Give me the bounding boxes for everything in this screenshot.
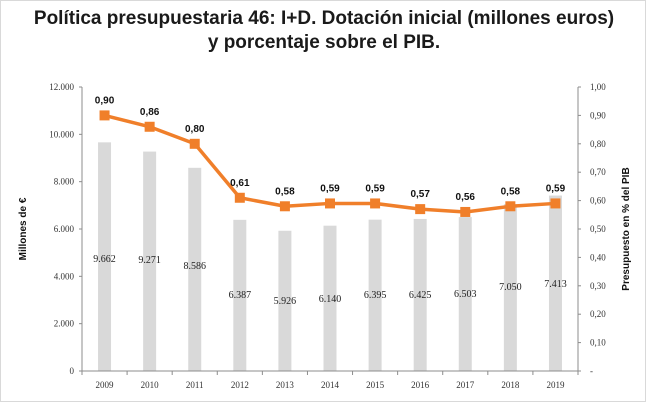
pib-percent-label-2016: 0,57 [410,189,430,200]
bar-2013 [278,230,292,371]
x-tick-label: 2012 [231,380,249,390]
y-axis-right-title: Presupuesto en % del PIB [621,167,632,290]
y-tick-left-label: 8.000 [54,177,75,187]
y-tick-right-label: 0,10 [590,338,606,348]
pib-percent-line [104,113,556,214]
pib-percent-marker-2014 [325,198,335,209]
y-tick-right-label: 0,90 [590,110,606,120]
pib-percent-marker-2012 [234,192,245,203]
pib-percent-label-2015: 0,59 [365,183,385,194]
y-tick-left-label: 4.000 [54,271,75,281]
y-tick-right-label: 0,60 [590,196,606,206]
y-tick-right-label: 0,30 [590,281,606,291]
y-tick-left-label: 6.000 [54,224,75,234]
pib-percent-label-2009: 0,90 [95,95,115,106]
x-tick-label: 2010 [141,380,160,390]
x-tick-label: 2013 [276,380,295,390]
bar-value-label-2014: 6.140 [319,294,342,305]
pib-percent-label-2019: 0,59 [546,183,566,194]
pib-percent-marker-2017 [460,206,471,217]
pib-percent-label-2011: 0,80 [185,124,205,135]
bars-layer [98,142,562,371]
y-tick-right-label: 0,40 [590,252,606,262]
x-tick-label: 2011 [186,380,204,390]
bar-value-label-2010: 9.271 [138,255,161,266]
pib-percent-marker-2015 [370,198,381,209]
bar-value-label-2017: 6.503 [454,289,477,300]
bar-value-label-2013: 5.926 [274,296,297,307]
bar-2018 [503,204,517,371]
pib-percent-label-2012: 0,61 [230,178,250,189]
bar-value-label-2012: 6.387 [229,290,252,301]
x-tick-label: 2015 [366,380,385,390]
pib-percent-marker-2010 [144,121,155,132]
pib-percent-marker-2009 [99,110,110,121]
y-tick-right-label: 0,50 [590,224,606,234]
chart-title-line-2: y porcentaje sobre el PIB. [207,32,441,53]
pib-percent-marker-2013 [279,201,290,212]
bar-2014 [323,225,337,371]
pib-percent-label-2018: 0,58 [501,186,521,197]
pib-percent-marker-2011 [189,138,200,149]
bar-2011 [188,167,202,371]
pib-percent-label-2013: 0,58 [275,186,295,197]
bar-2016 [413,218,427,371]
x-tick-label: 2018 [501,380,520,390]
pib-percent-marker-2016 [415,204,426,215]
y-tick-right-label: 0,80 [590,139,606,149]
pib-percent-label-2010: 0,86 [140,107,160,118]
axes-layer: 0 2.000 4.000 6.000 8.000 10.000 12.000 - 0,10 0,… [18,82,632,390]
x-tick-label: 2019 [546,380,565,390]
y-tick-right-label: 0,20 [590,309,606,319]
bar-value-label-2009: 9.662 [93,254,116,265]
y-tick-right-label: - [590,366,593,376]
y-axis-left-title: Millones de € [18,197,29,260]
pct-labels-layer: 0,90 0,86 0,80 0,61 0,58 0,59 0,59 0,57 0,56 0,58… [95,95,566,203]
y-tick-right-label: 1,00 [590,82,606,92]
bar-2012 [233,219,247,371]
bar-value-label-2015: 6.395 [364,290,387,301]
chart-title-line-1: Política presupuestaria 46: I+D. Dotació… [33,8,615,29]
bar-value-label-2016: 6.425 [409,290,432,301]
chart-title: Política presupuestaria 46: I+D. Dotació… [1,7,647,55]
line-layer [99,110,561,217]
pib-percent-label-2017: 0,56 [456,192,476,203]
x-tick-label: 2016 [411,380,430,390]
x-tick-label: 2009 [96,380,115,390]
x-tick-label: 2017 [456,380,475,390]
y-tick-left-label: 12.000 [49,82,74,92]
bar-2017 [458,217,472,371]
y-tick-left-label: 10.000 [49,129,74,139]
x-tick-label: 2014 [321,380,340,390]
pib-percent-marker-2018 [505,201,516,212]
bar-2010 [143,151,157,371]
bar-value-label-2018: 7.050 [499,282,522,293]
bar-labels-layer: 9.662 9.271 8.586 6.387 5.926 6.140 6.395 6.425… [93,254,566,307]
bar-2019 [548,195,562,371]
bar-2015 [368,219,382,371]
y-tick-left-label: 0 [70,366,75,376]
y-tick-left-label: 2.000 [54,319,75,329]
pib-percent-label-2014: 0,59 [320,183,340,194]
bar-value-label-2011: 8.586 [183,261,206,272]
y-tick-right-label: 0,70 [590,167,606,177]
pib-percent-marker-2019 [550,198,561,209]
bar-value-label-2019: 7.413 [544,279,567,290]
bar-2009 [98,142,112,371]
